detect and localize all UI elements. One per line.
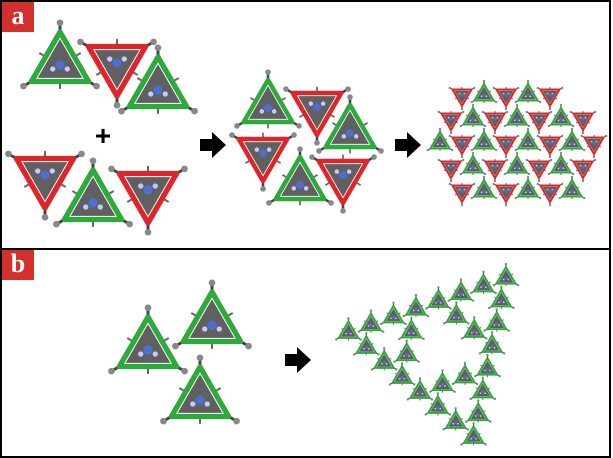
molecule-fractal-6 bbox=[442, 301, 470, 325]
panel-label-a: a bbox=[2, 2, 34, 32]
molecule-fractal-4 bbox=[447, 278, 475, 302]
molecule-lattice-27 bbox=[569, 158, 597, 183]
molecule-lattice-32 bbox=[536, 182, 564, 207]
molecule-b1 bbox=[108, 304, 188, 375]
molecule-fractal-2 bbox=[470, 270, 497, 295]
molecule-fractal-27 bbox=[460, 422, 487, 446]
molecule-lattice-17 bbox=[514, 127, 542, 152]
plus-icon: + bbox=[95, 120, 111, 151]
molecule-a5 bbox=[53, 157, 133, 228]
molecule-lattice-22 bbox=[459, 151, 487, 176]
molecule-ring-2 bbox=[283, 86, 351, 146]
molecule-fractal-12 bbox=[397, 316, 425, 341]
molecule-a1 bbox=[20, 19, 100, 90]
molecule-lattice-2 bbox=[470, 79, 498, 104]
molecule-a2 bbox=[77, 38, 157, 109]
molecule-fractal-15 bbox=[352, 332, 380, 356]
molecule-lattice-4 bbox=[514, 79, 542, 104]
molecule-lattice-13 bbox=[426, 127, 454, 152]
molecule-fractal-11 bbox=[380, 301, 407, 326]
molecule-lattice-25 bbox=[525, 158, 553, 183]
molecule-fractal-8 bbox=[460, 316, 488, 340]
molecule-fractal-18 bbox=[388, 362, 416, 386]
molecule-b2 bbox=[172, 279, 252, 350]
molecule-fractal-19 bbox=[474, 353, 501, 378]
molecule-a4 bbox=[5, 150, 85, 221]
panel-label-b: b bbox=[2, 250, 34, 280]
molecule-a6 bbox=[108, 165, 188, 236]
molecule-lattice-8 bbox=[481, 110, 509, 135]
molecule-fractal-22 bbox=[429, 369, 456, 393]
molecule-lattice-23 bbox=[481, 158, 509, 183]
molecule-fractal-20 bbox=[451, 361, 479, 386]
molecule-fractal-25 bbox=[464, 399, 492, 423]
molecule-fractal-26 bbox=[442, 407, 470, 431]
molecule-lattice-26 bbox=[547, 151, 575, 176]
molecule-lattice-19 bbox=[558, 127, 586, 152]
molecule-fractal-1 bbox=[492, 262, 520, 287]
molecule-fractal-5 bbox=[425, 286, 452, 310]
molecule-lattice-12 bbox=[569, 110, 597, 135]
molecule-lattice-11 bbox=[547, 103, 575, 128]
molecule-lattice-5 bbox=[536, 86, 564, 111]
molecule-lattice-7 bbox=[459, 103, 487, 128]
molecule-fractal-13 bbox=[357, 309, 385, 333]
molecule-lattice-30 bbox=[492, 182, 520, 207]
molecule-lattice-3 bbox=[492, 86, 520, 111]
molecule-lattice-10 bbox=[525, 110, 553, 135]
molecule-ring-6 bbox=[229, 132, 297, 192]
molecule-lattice-31 bbox=[514, 175, 542, 200]
molecule-lattice-14 bbox=[448, 134, 476, 159]
molecule-lattice-24 bbox=[503, 151, 531, 176]
molecule-a3 bbox=[118, 44, 198, 115]
molecule-ring-4 bbox=[309, 154, 377, 214]
molecule-b3 bbox=[160, 354, 240, 425]
molecule-fractal-10 bbox=[402, 293, 430, 318]
molecule-fractal-17 bbox=[370, 347, 398, 371]
molecule-lattice-18 bbox=[536, 134, 564, 159]
molecule-lattice-15 bbox=[470, 127, 498, 152]
molecule-fractal-3 bbox=[487, 285, 515, 310]
molecule-lattice-29 bbox=[470, 175, 498, 200]
molecule-ring-1 bbox=[234, 69, 302, 129]
molecule-ring-5 bbox=[266, 146, 334, 206]
molecule-lattice-20 bbox=[580, 134, 608, 159]
arrow-right-icon bbox=[200, 132, 226, 158]
molecule-lattice-33 bbox=[558, 175, 586, 200]
molecule-fractal-14 bbox=[335, 317, 362, 341]
molecule-lattice-9 bbox=[503, 103, 531, 128]
molecule-lattice-1 bbox=[448, 86, 476, 111]
molecule-fractal-16 bbox=[393, 339, 421, 363]
arrow-right-icon bbox=[285, 347, 311, 373]
molecule-lattice-16 bbox=[492, 134, 520, 159]
molecule-lattice-28 bbox=[448, 182, 476, 207]
molecule-lattice-21 bbox=[437, 158, 465, 183]
arrow-right-icon bbox=[395, 132, 421, 158]
molecule-ring-3 bbox=[316, 94, 384, 154]
molecule-fractal-23 bbox=[406, 377, 434, 401]
molecule-fractal-7 bbox=[483, 308, 511, 332]
molecule-fractal-9 bbox=[478, 331, 506, 355]
molecule-fractal-24 bbox=[424, 392, 452, 416]
molecule-lattice-6 bbox=[437, 110, 465, 135]
molecule-fractal-21 bbox=[469, 376, 497, 401]
